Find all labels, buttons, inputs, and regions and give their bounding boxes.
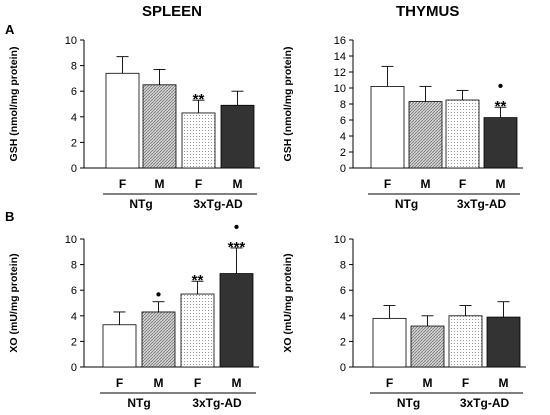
category-label: M — [233, 177, 243, 191]
y-tick-label: 8 — [340, 260, 346, 272]
y-axis-label: GSH (nmol/mg protein) — [282, 47, 294, 162]
significance-dot: • — [498, 78, 503, 95]
y-tick-label: 0 — [71, 163, 77, 175]
column-title-spleen: SPLEEN — [142, 3, 203, 20]
y-tick-label: 4 — [340, 311, 346, 323]
group-label: 3xTg-AD — [192, 396, 242, 410]
significance-stars: ** — [193, 91, 205, 108]
y-tick-label: 10 — [65, 35, 77, 47]
group-label: NTg — [395, 197, 418, 211]
y-tick-label: 10 — [65, 234, 77, 246]
bar — [483, 117, 518, 169]
group-label: 3xTg-AD — [460, 396, 510, 410]
group-label: NTg — [127, 396, 150, 410]
y-tick-label: 6 — [71, 285, 77, 297]
bar — [181, 112, 216, 169]
bar — [180, 293, 215, 368]
category-label: F — [384, 177, 391, 191]
bar — [408, 101, 443, 169]
category-label: M — [232, 376, 242, 390]
panel-letter-b: B — [5, 209, 15, 224]
category-label: F — [459, 177, 466, 191]
y-tick-label: 4 — [71, 311, 77, 323]
y-axis-label: GSH (nmol/mg protein) — [8, 47, 20, 162]
category-label: F — [386, 376, 393, 390]
category-label: M — [155, 177, 165, 191]
panel-letter-a: A — [5, 22, 15, 37]
category-label: M — [421, 177, 431, 191]
bar — [410, 325, 445, 368]
y-tick-label: 16 — [334, 35, 346, 47]
y-tick-label: 2 — [340, 336, 346, 348]
y-tick-label: 10 — [334, 234, 346, 246]
column-title-thymus: THYMUS — [396, 3, 460, 20]
bar — [445, 99, 480, 169]
y-tick-label: 14 — [334, 51, 346, 63]
bar — [102, 324, 137, 368]
group-label: NTg — [397, 396, 420, 410]
significance-stars: *** — [228, 239, 246, 256]
bar — [220, 104, 255, 169]
category-label: F — [119, 177, 126, 191]
chart-xo-spleen: 0 2 4 6 8 10 XO (mU/mg protein) F • M ** F *** • M NTg 3… — [8, 219, 259, 410]
y-tick-label: 0 — [340, 163, 346, 175]
bar — [142, 84, 177, 169]
y-tick-label: 0 — [340, 362, 346, 374]
y-axis-label: XO (mU/mg protein) — [282, 253, 294, 352]
significance-stars: ** — [192, 272, 204, 289]
category-label: F — [462, 376, 469, 390]
bar — [372, 317, 407, 368]
y-tick-label: 10 — [334, 83, 346, 95]
y-tick-label: 4 — [71, 112, 77, 124]
group-label: 3xTg-AD — [193, 197, 243, 211]
y-tick-label: 2 — [71, 137, 77, 149]
y-tick-label: 2 — [340, 147, 346, 159]
category-label: M — [499, 376, 509, 390]
y-tick-label: 4 — [340, 131, 346, 143]
chart-gsh-thymus: 0 2 4 6 8 10 12 14 16 GSH (nmol/mg protein) F M F ** •… — [282, 35, 523, 211]
category-label: M — [154, 376, 164, 390]
y-tick-label: 6 — [340, 285, 346, 297]
y-axis-label: XO (mU/mg protein) — [8, 253, 20, 352]
bar — [105, 72, 140, 169]
y-tick-label: 8 — [340, 99, 346, 111]
category-label: M — [496, 177, 506, 191]
y-tick-label: 6 — [71, 86, 77, 98]
category-label: F — [116, 376, 123, 390]
y-tick-label: 8 — [71, 61, 77, 73]
y-tick-label: 12 — [334, 67, 346, 79]
y-tick-label: 6 — [340, 115, 346, 127]
y-tick-label: 2 — [71, 336, 77, 348]
group-label: 3xTg-AD — [457, 197, 507, 211]
category-label: M — [423, 376, 433, 390]
bar — [486, 316, 521, 368]
bar — [219, 273, 254, 368]
group-label: NTg — [129, 197, 152, 211]
bar — [370, 86, 405, 169]
category-label: F — [195, 177, 202, 191]
significance-stars: ** — [495, 98, 507, 115]
significance-dot: • — [156, 287, 161, 304]
y-tick-label: 8 — [71, 260, 77, 272]
y-tick-label: 0 — [71, 362, 77, 374]
significance-dot: • — [234, 219, 239, 236]
category-label: F — [194, 376, 201, 390]
bar — [448, 315, 483, 368]
bar — [141, 311, 176, 368]
